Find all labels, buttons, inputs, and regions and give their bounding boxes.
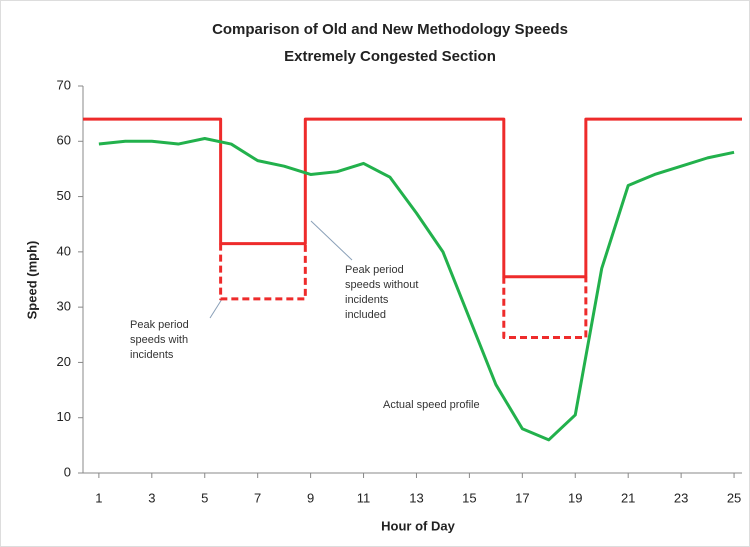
annotation: incidents bbox=[345, 294, 389, 306]
x-tick-label: 9 bbox=[307, 490, 314, 505]
y-tick-label: 0 bbox=[64, 464, 71, 479]
x-tick-label: 21 bbox=[621, 490, 635, 505]
annotation: included bbox=[345, 309, 386, 321]
x-tick-label: 15 bbox=[462, 490, 476, 505]
y-tick-label: 40 bbox=[57, 243, 71, 258]
x-tick-label: 17 bbox=[515, 490, 529, 505]
line-series bbox=[502, 276, 588, 340]
y-tick-label: 10 bbox=[57, 409, 71, 424]
annotation: speeds without bbox=[345, 279, 418, 291]
y-tick-label: 30 bbox=[57, 299, 71, 314]
y-tick-label: 70 bbox=[57, 77, 71, 92]
x-axis-label: Hour of Day bbox=[381, 518, 455, 533]
y-tick-label: 20 bbox=[57, 354, 71, 369]
x-tick-label: 19 bbox=[568, 490, 582, 505]
annotation: Peak period bbox=[345, 264, 404, 276]
x-tick-label: 3 bbox=[148, 490, 155, 505]
line-series bbox=[98, 137, 735, 442]
arrow bbox=[209, 298, 223, 319]
x-tick-label: 7 bbox=[254, 490, 261, 505]
annotation: Actual speed profile bbox=[383, 399, 480, 411]
line-series bbox=[219, 243, 307, 301]
chart-subtitle: Extremely Congested Section bbox=[284, 48, 496, 65]
x-tick-label: 11 bbox=[357, 490, 371, 505]
x-tick-label: 13 bbox=[409, 490, 423, 505]
arrow bbox=[310, 220, 353, 261]
x-tick-label: 5 bbox=[201, 490, 208, 505]
annotation: speeds with bbox=[130, 334, 188, 346]
y-axis-label: Speed (mph) bbox=[24, 241, 39, 320]
y-tick-label: 60 bbox=[57, 133, 71, 148]
x-tick-label: 1 bbox=[95, 490, 102, 505]
chart-title: Comparison of Old and New Methodology Sp… bbox=[212, 21, 568, 38]
annotation: Peak period bbox=[130, 319, 189, 331]
annotation: incidents bbox=[130, 349, 174, 361]
annotation-arrows bbox=[209, 220, 353, 319]
x-tick-label: 23 bbox=[674, 490, 688, 505]
x-tick-label: 25 bbox=[727, 490, 741, 505]
line-series bbox=[83, 117, 742, 279]
y-tick-label: 50 bbox=[57, 188, 71, 203]
